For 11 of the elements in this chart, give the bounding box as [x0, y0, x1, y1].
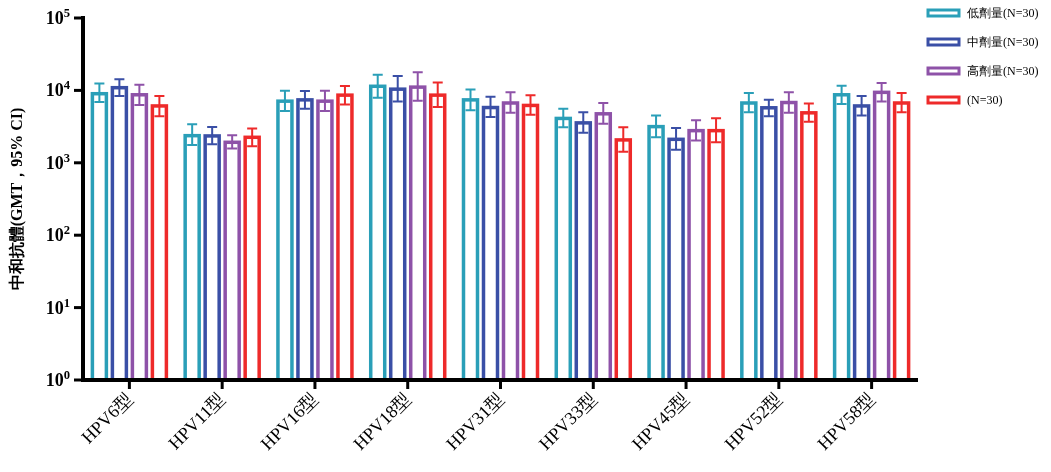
legend-label: 中劑量(N=30) — [967, 35, 1039, 49]
y-tick-label: 10$^{1}$ — [45, 295, 70, 318]
legend-label: (N=30) — [967, 93, 1003, 107]
y-tick-label: 10$^{0}$ — [45, 368, 70, 390]
legend-label: 低劑量(N=30) — [967, 6, 1039, 20]
y-tick-label: 10$^{2}$ — [45, 223, 70, 246]
y-axis-title: 中和抗體(GMT，95% CI) — [8, 107, 26, 291]
y-tick-label: 10$^{3}$ — [45, 150, 70, 173]
legend-label: 高劑量(N=30) — [967, 64, 1039, 78]
y-tick-label: 10$^{4}$ — [45, 78, 71, 101]
y-tick-label: 10$^{5}$ — [45, 6, 70, 28]
